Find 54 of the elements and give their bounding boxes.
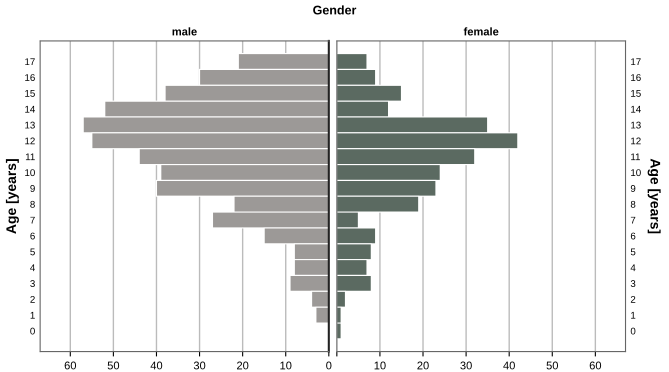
x-tick-label: 40 <box>503 362 515 370</box>
y-tick-label: 10 <box>631 169 641 176</box>
y-tick-label: 9 <box>630 185 636 192</box>
y-tick-label: 1 <box>30 312 35 319</box>
x-tick-label: 50 <box>108 362 120 370</box>
y-tick-label: 6 <box>30 232 35 240</box>
y-tick-label: 17 <box>25 58 35 66</box>
x-tick-label: 0 <box>326 362 332 370</box>
y-tick-label: 14 <box>631 106 641 113</box>
y-axis-title: Age [years] <box>648 158 661 234</box>
y-tick-label: 13 <box>631 122 641 129</box>
y-tick-label: 17 <box>631 58 641 66</box>
x-tick-label: 30 <box>460 362 472 370</box>
y-tick-label: 15 <box>631 90 641 97</box>
y-tick-label: 16 <box>631 74 641 81</box>
x-tick-label: 40 <box>150 362 162 370</box>
y-tick-label: 11 <box>26 153 35 160</box>
y-tick-label: 13 <box>25 122 35 129</box>
x-tick-label: 50 <box>546 362 558 370</box>
y-tick-label: 12 <box>25 137 35 144</box>
x-tick-label: 10 <box>374 362 386 370</box>
y-tick-label: 7 <box>630 216 636 224</box>
y-tick-label: 8 <box>630 200 636 208</box>
y-tick-label: 10 <box>25 169 35 176</box>
y-tick-label: 14 <box>25 106 35 113</box>
y-tick-label: 12 <box>631 137 641 144</box>
y-tick-label: 3 <box>630 280 636 288</box>
y-tick-label: 4 <box>630 264 636 272</box>
y-tick-label: 2 <box>30 296 35 303</box>
y-tick-label: 11 <box>631 153 640 160</box>
x-tick-label: 20 <box>417 362 429 370</box>
y-tick-label: 4 <box>30 264 35 272</box>
y-tick-label: 3 <box>30 280 35 288</box>
x-tick-label: 60 <box>590 362 602 370</box>
y-tick-label: 5 <box>630 248 636 256</box>
text: Gender <box>313 5 356 15</box>
y-tick-label: 0 <box>30 328 35 335</box>
x-tick-label: 20 <box>237 362 248 370</box>
y-tick-label: 1 <box>631 312 636 319</box>
y-tick-label: 15 <box>25 90 35 97</box>
y-tick-label: 0 <box>630 328 636 335</box>
chart-title: female <box>464 27 498 36</box>
y-tick-label: 8 <box>30 200 35 208</box>
y-tick-label: 16 <box>25 74 35 81</box>
y-tick-label: 7 <box>30 216 35 224</box>
y-tick-label: 9 <box>30 185 35 192</box>
chart-title: male <box>172 27 197 36</box>
x-tick-label: 60 <box>64 362 76 370</box>
y-tick-label: 2 <box>630 296 636 303</box>
x-tick-label: 10 <box>280 362 292 370</box>
y-axis-title: Age [years] <box>6 159 19 234</box>
x-tick-label: 30 <box>194 362 206 370</box>
y-tick-label: 5 <box>30 248 35 256</box>
y-tick-label: 6 <box>630 232 636 240</box>
